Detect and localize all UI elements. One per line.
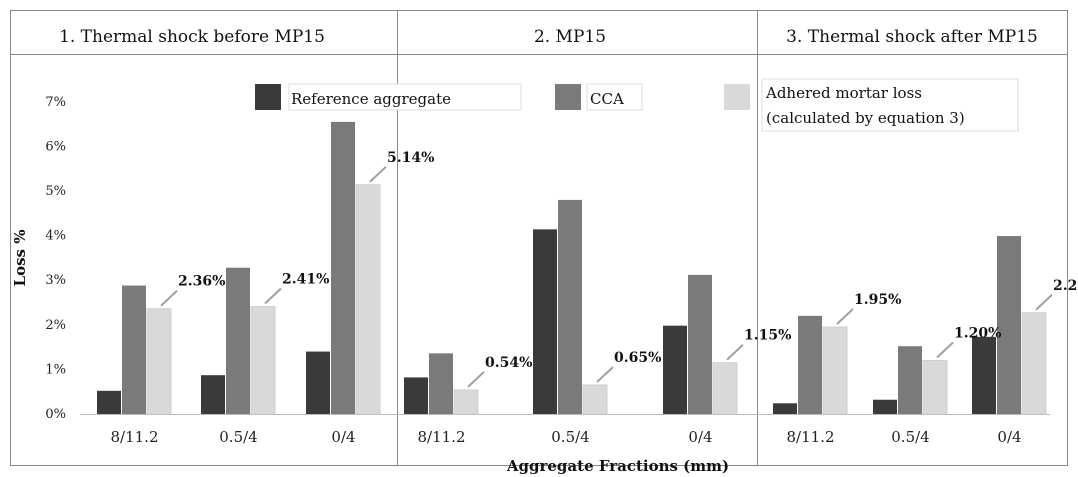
legend-label-reference: Reference aggregate: [291, 90, 451, 108]
data-label-leader: [1035, 294, 1053, 311]
bar-cca: [688, 274, 712, 414]
bar-cca: [798, 315, 822, 414]
data-label-leader: [467, 371, 485, 388]
legend-swatch-mortar: [724, 84, 750, 110]
bar-reference-aggregate: [663, 325, 687, 414]
legend-label-mortar-line2: (calculated by equation 3): [766, 109, 965, 127]
category-label: 0.5/4: [219, 428, 257, 446]
bar-adhered-mortar-loss: [146, 308, 172, 415]
bar-reference-aggregate: [773, 403, 797, 414]
y-tick-label: 0%: [45, 407, 66, 422]
data-label-mortar-loss: 5.14%: [387, 150, 434, 166]
chart-frame: [10, 10, 1068, 466]
legend-label-cca: CCA: [590, 90, 624, 108]
y-axis-ticks: 0% 1% 2% 3% 4% 5% 6% 7%: [45, 95, 66, 422]
bar-adhered-mortar-loss: [822, 326, 848, 415]
legend-box-cca: [586, 83, 643, 111]
y-tick-label: 5%: [45, 184, 66, 199]
category-label: 8/11.2: [787, 428, 835, 446]
bar-adhered-mortar-loss: [922, 359, 948, 415]
bar-cca: [898, 346, 922, 414]
y-tick-label: 1%: [45, 362, 66, 377]
legend: Reference aggregate CCA Adhered mortar l…: [255, 78, 1019, 132]
y-axis-title: Loss %: [11, 230, 29, 287]
data-label-leader: [369, 166, 387, 183]
category-label: 8/11.2: [111, 428, 159, 446]
data-label-mortar-loss: 1.95%: [854, 292, 901, 308]
bar-reference-aggregate: [533, 229, 557, 414]
bar-cca: [122, 285, 146, 414]
data-label-mortar-loss: 1.20%: [954, 325, 1001, 341]
data-label-mortar-loss: 2.27%: [1053, 278, 1078, 294]
bar-reference-aggregate: [873, 399, 897, 414]
data-label-mortar-loss: 2.41%: [282, 272, 329, 288]
category-label: 0/4: [688, 428, 712, 446]
legend-box-reference: [288, 83, 522, 111]
panel-title-2: 2. MP15: [534, 27, 606, 47]
legend-swatch-reference: [255, 84, 281, 110]
bar-cca: [997, 236, 1021, 414]
category-label: 8/11.2: [418, 428, 466, 446]
bar-adhered-mortar-loss: [453, 389, 479, 415]
data-label-leaders: [160, 166, 1053, 388]
panel-title-3: 3. Thermal shock after MP15: [786, 27, 1038, 47]
data-label-leader: [264, 287, 282, 305]
y-tick-label: 6%: [45, 139, 66, 154]
bar-adhered-mortar-loss: [250, 306, 276, 415]
category-label: 0/4: [331, 428, 355, 446]
x-axis-title: Aggregate Fractions (mm): [506, 457, 729, 475]
data-label-mortar-loss: 2.36%: [178, 274, 225, 290]
data-label-leader: [160, 290, 178, 307]
category-label: 0.5/4: [551, 428, 589, 446]
legend-label-mortar-line1: Adhered mortar loss: [765, 84, 922, 102]
bar-reference-aggregate: [201, 375, 225, 414]
y-tick-label: 3%: [45, 273, 66, 288]
category-label: 0/4: [997, 428, 1021, 446]
bar-cca: [558, 199, 582, 414]
data-label-mortar-loss: 1.15%: [744, 328, 791, 344]
legend-box-mortar: [761, 78, 1019, 132]
category-labels: 8/11.2 0.5/4 0/4 8/11.2 0.5/4 0/4 8/11.2 0.5/4 0…: [111, 428, 1022, 446]
data-labels: 2.36% 2.41% 5.14% 0.54% 0.65% 1.15% 1.95% 1.20%…: [178, 150, 1078, 371]
legend-swatch-cca: [555, 84, 581, 110]
y-tick-label: 4%: [45, 229, 66, 244]
data-label-leader: [596, 366, 614, 383]
bar-reference-aggregate: [97, 390, 121, 414]
bar-cca: [331, 121, 355, 415]
bars: [97, 121, 1047, 415]
data-label-leader: [836, 308, 854, 325]
data-label-leader: [936, 341, 954, 359]
data-label-mortar-loss: 0.54%: [485, 355, 532, 371]
bar-adhered-mortar-loss: [1021, 312, 1047, 415]
category-label: 0.5/4: [891, 428, 929, 446]
bar-cca: [429, 353, 453, 414]
data-label-mortar-loss: 0.65%: [614, 350, 661, 366]
bar-reference-aggregate: [404, 377, 428, 414]
y-tick-label: 7%: [45, 95, 66, 110]
bar-cca: [226, 267, 250, 414]
bar-adhered-mortar-loss: [582, 384, 608, 415]
bar-adhered-mortar-loss: [355, 184, 381, 415]
data-label-leader: [726, 343, 744, 361]
bar-reference-aggregate: [972, 336, 996, 414]
bar-adhered-mortar-loss: [712, 362, 738, 415]
y-tick-label: 2%: [45, 318, 66, 333]
panel-title-1: 1. Thermal shock before MP15: [59, 27, 325, 47]
bar-reference-aggregate: [306, 351, 330, 414]
